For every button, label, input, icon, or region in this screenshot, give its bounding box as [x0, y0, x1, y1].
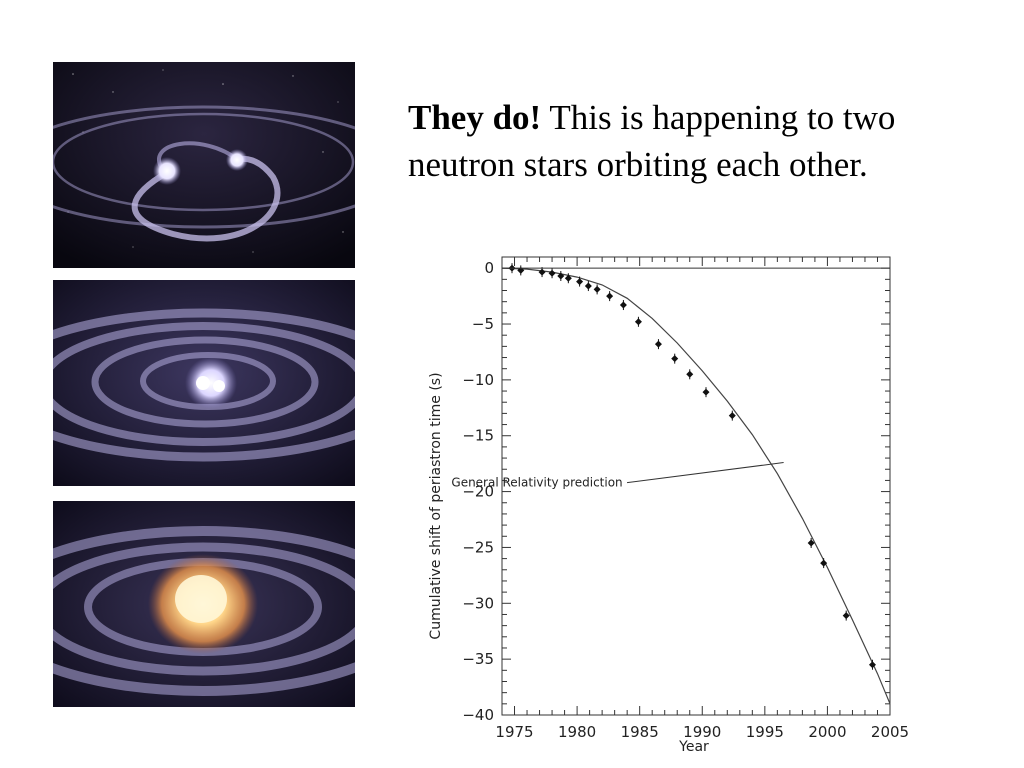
x-tick-label: 1990	[683, 723, 721, 741]
y-tick-label: −30	[462, 594, 494, 612]
data-point	[564, 274, 572, 282]
x-tick-label: 1995	[746, 723, 784, 741]
data-point	[868, 661, 876, 669]
periastron-shift-chart: 1975 1980 1985 1990 1995 2000 2005 0 −5 −10 −15 −2…	[428, 256, 909, 755]
annotation: General Relativity prediction	[451, 462, 784, 490]
data-point	[654, 340, 662, 348]
headline-text: This is happening to two neutron stars o…	[408, 98, 896, 184]
merger-explosion-drawing	[53, 501, 355, 707]
y-axis-label: Cumulative shift of periastron time (s)	[428, 372, 444, 639]
data-point	[634, 318, 642, 326]
near-merger-drawing	[53, 280, 355, 486]
y-tick-label: −35	[462, 650, 494, 668]
data-point	[606, 292, 614, 300]
y-tick-label: −25	[462, 538, 494, 556]
neutron-stars-near-merger-image	[53, 280, 355, 486]
data-point	[619, 301, 627, 309]
data-point	[576, 278, 584, 286]
x-tick-label: 1985	[621, 723, 659, 741]
data-point	[702, 388, 710, 396]
x-tick-label: 1975	[495, 723, 533, 741]
y-tick-label: −40	[462, 706, 494, 724]
annotation-label: General Relativity prediction	[451, 476, 622, 490]
y-tick-label: −5	[472, 315, 494, 333]
headline-bold: They do!	[408, 98, 542, 137]
y-tick-label: −20	[462, 483, 494, 501]
plot-frame	[501, 256, 891, 716]
annotation-leader	[626, 462, 784, 484]
data-point	[842, 612, 850, 620]
neutron-star-merger-image	[53, 501, 355, 707]
data-point	[728, 412, 736, 420]
data-point	[557, 272, 565, 280]
x-tick-label: 2005	[871, 723, 909, 741]
slide-headline: They do! This is happening to two neutro…	[408, 94, 998, 188]
y-tick-label: −15	[462, 427, 494, 445]
data-point	[584, 282, 592, 290]
binary-neutron-stars-image	[53, 62, 355, 268]
binary-neutron-stars-drawing	[53, 62, 355, 268]
data-point	[593, 285, 601, 293]
x-axis: 1975 1980 1985 1990 1995 2000 2005	[495, 723, 909, 741]
data-point	[548, 269, 556, 277]
data-point	[820, 559, 828, 567]
data-point	[807, 539, 815, 547]
x-tick-label: 2000	[808, 723, 846, 741]
data-point	[671, 355, 679, 363]
data-point	[686, 370, 694, 378]
data-points	[508, 263, 876, 670]
y-tick-label: 0	[484, 259, 494, 277]
minor-ticks	[501, 257, 891, 716]
x-tick-label: 1980	[558, 723, 596, 741]
y-axis: 0 −5 −10 −15 −20 −25 −30 −35 −40	[462, 259, 494, 724]
x-axis-label: Year	[678, 739, 709, 755]
data-point	[538, 268, 546, 276]
y-tick-label: −10	[462, 371, 494, 389]
